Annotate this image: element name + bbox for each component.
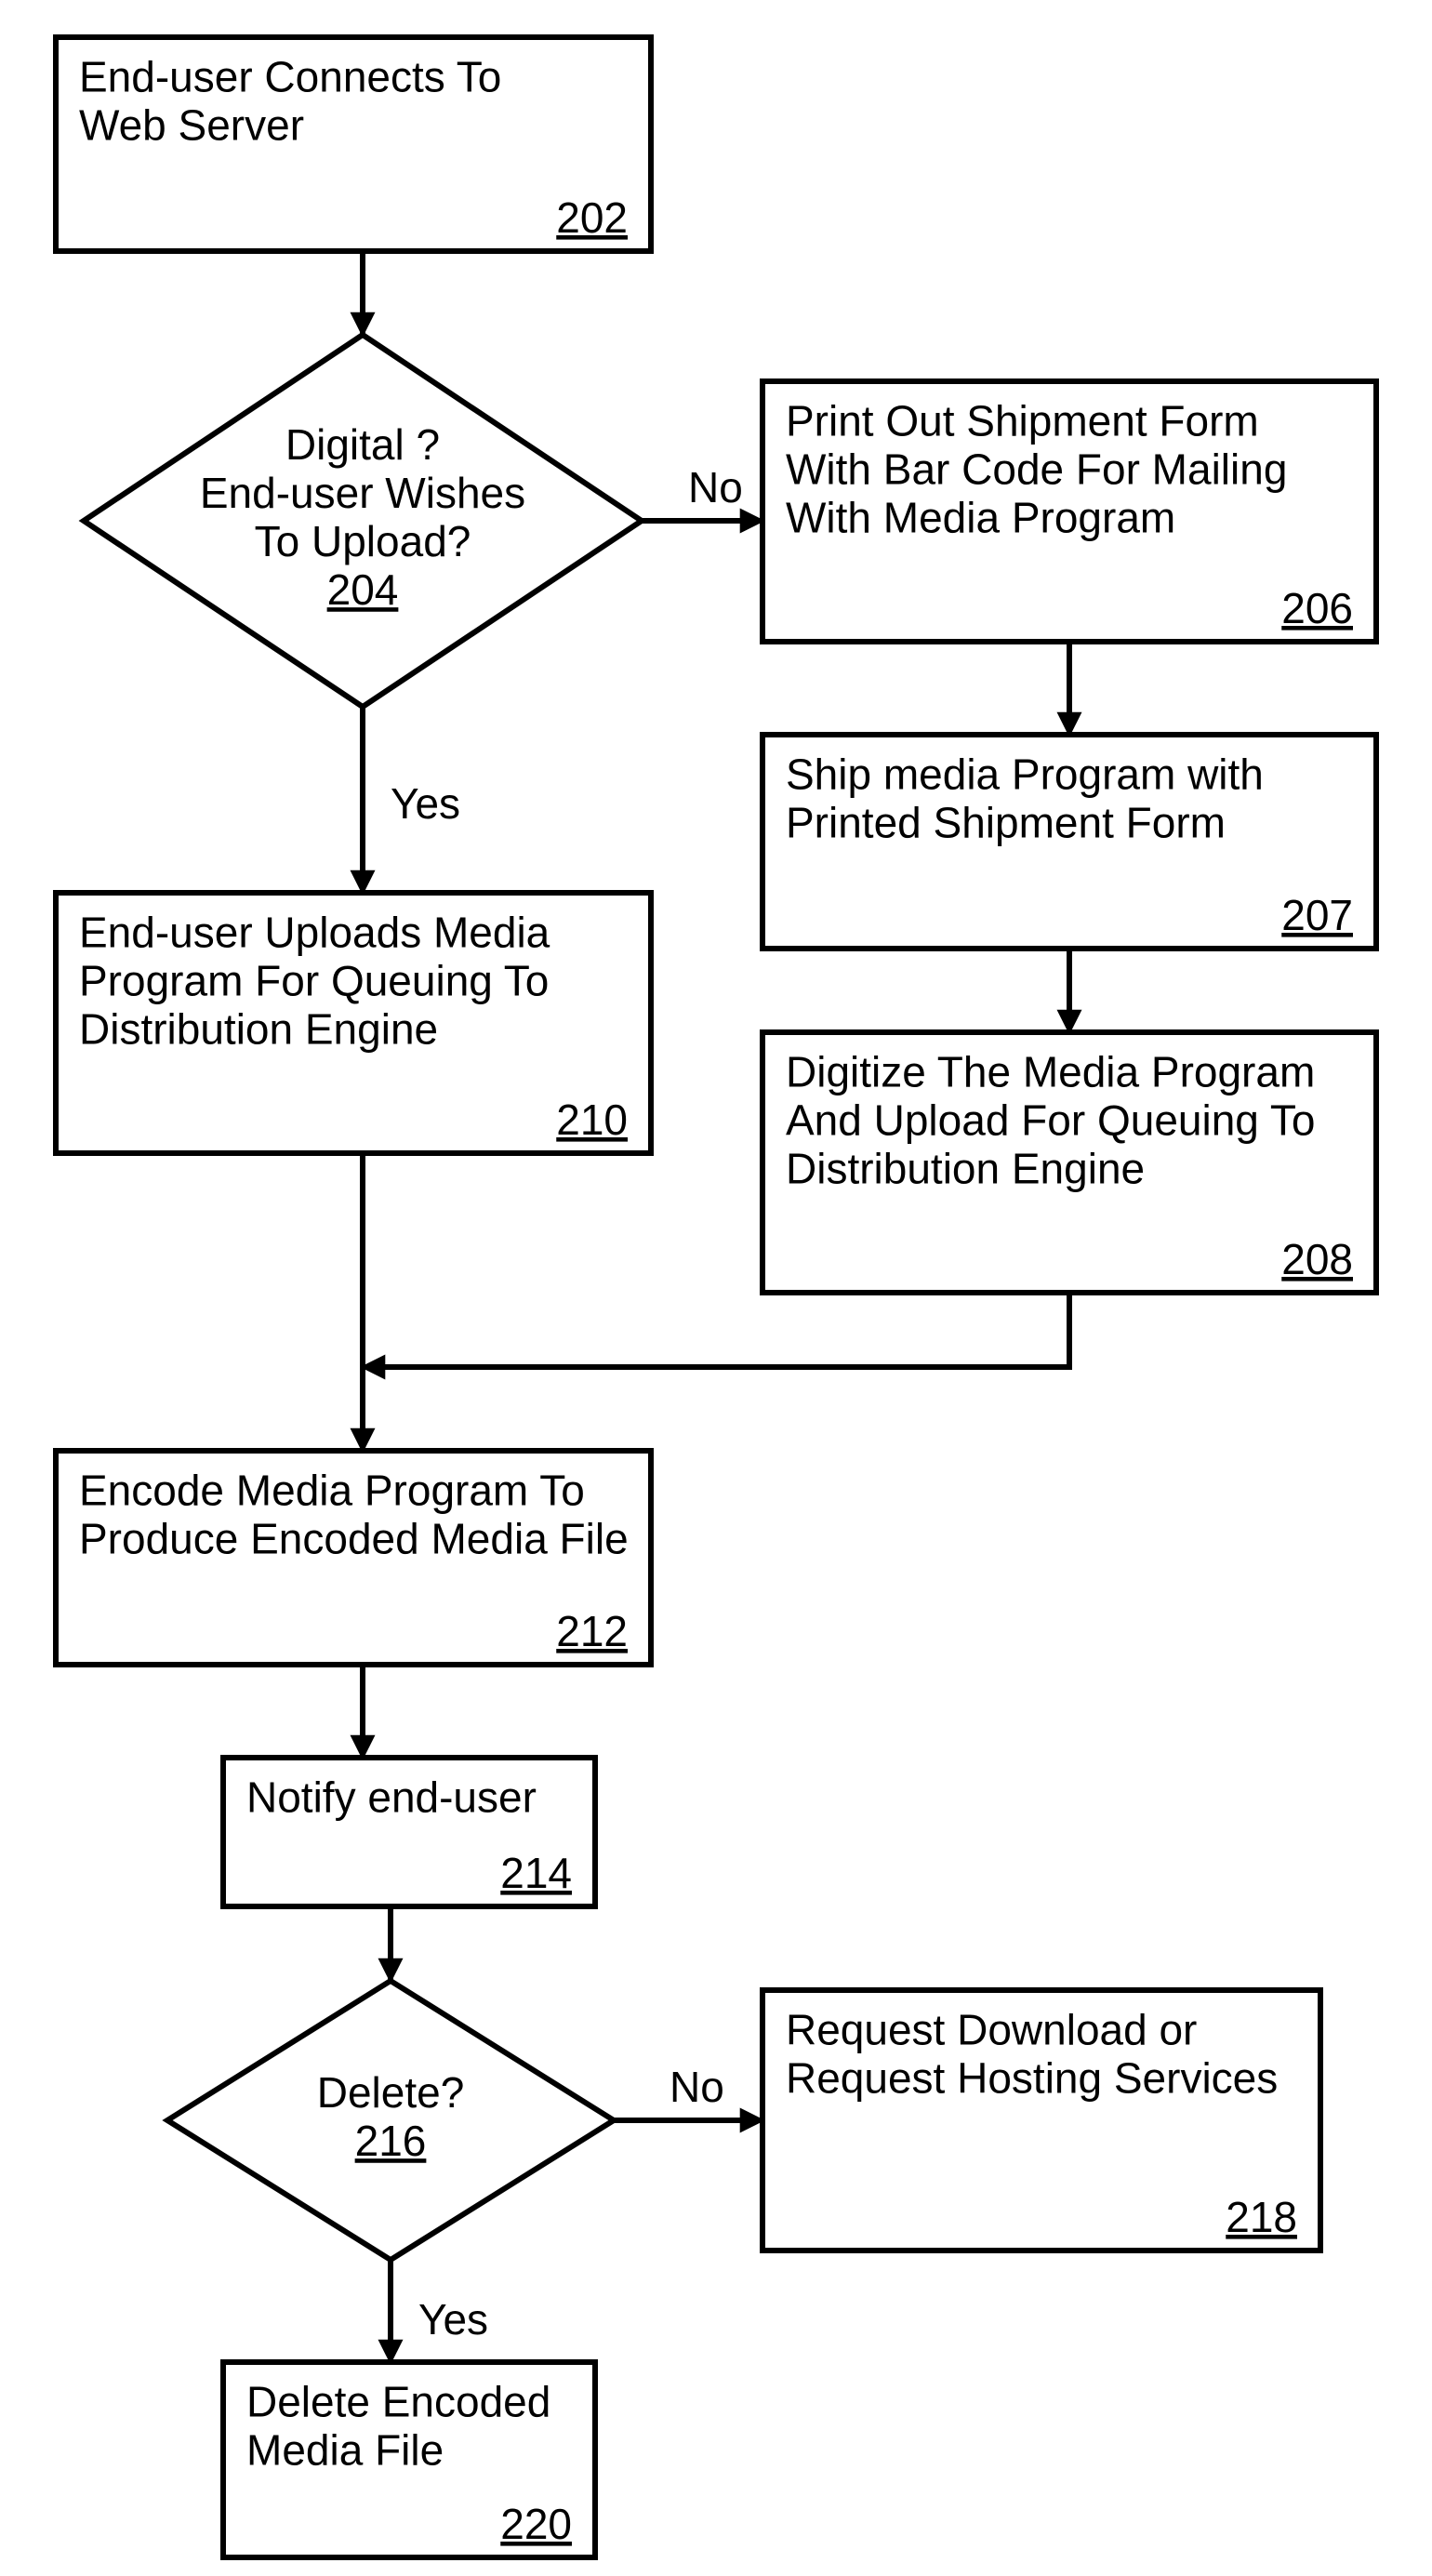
- node-n202: End-user Connects ToWeb Server 202: [56, 37, 651, 251]
- node-ref: 210: [556, 1095, 628, 1144]
- node-n210: End-user Uploads MediaProgram For Queuin…: [56, 893, 651, 1153]
- node-ref: 202: [556, 193, 628, 242]
- edge-label: Yes: [418, 2295, 488, 2344]
- node-text: Digital ?: [285, 420, 440, 469]
- node-n220: Delete EncodedMedia File 220: [223, 2362, 595, 2557]
- node-n204: Digital ?End-user WishesTo Upload?204: [84, 335, 642, 707]
- node-ref: 214: [500, 1849, 572, 1897]
- node-ref: 220: [500, 2500, 572, 2548]
- flowchart: No Yes No Yes End-user Connects ToWeb Server…: [0, 0, 1432, 2576]
- node-text: Encode Media Program To: [79, 1467, 585, 1515]
- node-text: End-user Connects To: [79, 53, 501, 101]
- node-text: Web Server: [79, 101, 304, 150]
- node-n206: Print Out Shipment FormWith Bar Code For…: [762, 381, 1376, 642]
- edge-label: No: [688, 463, 743, 511]
- node-text: And Upload For Queuing To: [786, 1096, 1315, 1145]
- node-text: With Media Program: [786, 494, 1175, 542]
- node-text: Request Hosting Services: [786, 2054, 1278, 2103]
- node-text: Notify end-user: [246, 1773, 537, 1822]
- node-text: Printed Shipment Form: [786, 799, 1226, 847]
- node-text: End-user Wishes: [200, 469, 525, 517]
- node-ref: 206: [1281, 584, 1353, 632]
- edge: [363, 1293, 1069, 1367]
- edge-label: Yes: [391, 779, 460, 828]
- node-text: Program For Queuing To: [79, 957, 549, 1005]
- node-n208: Digitize The Media ProgramAnd Upload For…: [762, 1032, 1376, 1293]
- node-n214: Notify end-user 214: [223, 1758, 595, 1906]
- node-ref: 204: [327, 565, 399, 614]
- node-text: Distribution Engine: [79, 1005, 438, 1054]
- node-ref: 208: [1281, 1235, 1353, 1283]
- node-text: Request Download or: [786, 2006, 1197, 2054]
- node-text: End-user Uploads Media: [79, 909, 550, 957]
- node-ref: 207: [1281, 891, 1353, 939]
- edge-label: No: [670, 2063, 724, 2111]
- node-text: Produce Encoded Media File: [79, 1515, 629, 1563]
- node-n216: Delete?216: [167, 1981, 614, 2260]
- node-text: With Bar Code For Mailing: [786, 445, 1287, 494]
- node-ref: 216: [355, 2117, 427, 2165]
- node-text: Ship media Program with: [786, 750, 1264, 799]
- node-text: Media File: [246, 2426, 444, 2475]
- node-text: Delete Encoded: [246, 2378, 550, 2426]
- node-ref: 212: [556, 1607, 628, 1655]
- node-text: Distribution Engine: [786, 1145, 1145, 1193]
- node-text: To Upload?: [255, 517, 471, 565]
- node-n212: Encode Media Program ToProduce Encoded M…: [56, 1451, 651, 1665]
- node-n207: Ship media Program withPrinted Shipment …: [762, 735, 1376, 949]
- node-text: Delete?: [317, 2068, 465, 2117]
- node-text: Digitize The Media Program: [786, 1048, 1315, 1096]
- node-ref: 218: [1226, 2193, 1297, 2241]
- node-text: Print Out Shipment Form: [786, 397, 1259, 445]
- node-n218: Request Download orRequest Hosting Servi…: [762, 1990, 1320, 2251]
